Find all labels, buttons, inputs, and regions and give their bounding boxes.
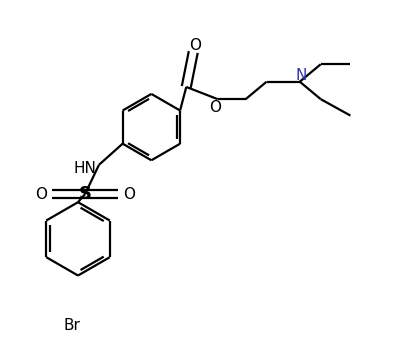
Text: O: O: [35, 187, 47, 202]
Text: O: O: [123, 187, 135, 202]
Text: S: S: [79, 185, 91, 203]
Text: Br: Br: [64, 318, 81, 333]
Text: HN: HN: [73, 161, 96, 176]
Text: O: O: [189, 38, 201, 52]
Text: N: N: [295, 68, 306, 83]
Text: O: O: [209, 100, 221, 115]
